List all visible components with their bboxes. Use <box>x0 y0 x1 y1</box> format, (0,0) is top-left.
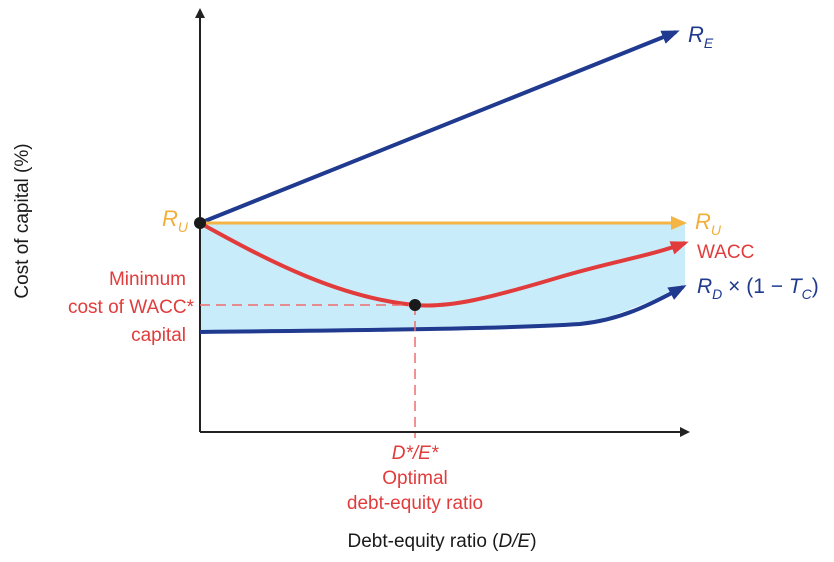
rd-after-tax-curve <box>199 285 687 334</box>
ru-right-label: RU <box>695 209 722 238</box>
rd-after-tax-label: RD × (1 − TC) <box>697 275 819 302</box>
minimum-label-line2: cost of WACC* <box>68 297 195 318</box>
minimum-wacc-point <box>409 299 421 311</box>
re-label: RE <box>688 22 714 51</box>
x-axis-label: Debt-equity ratio (D/E) <box>347 531 536 552</box>
y-axis-label: Cost of capital (%) <box>12 143 33 298</box>
minimum-label-line3: capital <box>131 325 186 346</box>
ru-intercept-point <box>194 217 206 229</box>
ru-left-label: RU <box>162 206 189 235</box>
minimum-label-line1: Minimum <box>109 269 186 290</box>
re-line <box>199 30 680 225</box>
optimal-label-line1: Optimal <box>382 468 447 489</box>
optimal-label-line2: debt-equity ratio <box>347 493 483 514</box>
optimal-ratio-label: D*/E* <box>392 443 439 464</box>
wacc-curve <box>199 221 689 308</box>
wacc-label: WACC <box>697 242 754 263</box>
shaded-region <box>200 223 685 332</box>
